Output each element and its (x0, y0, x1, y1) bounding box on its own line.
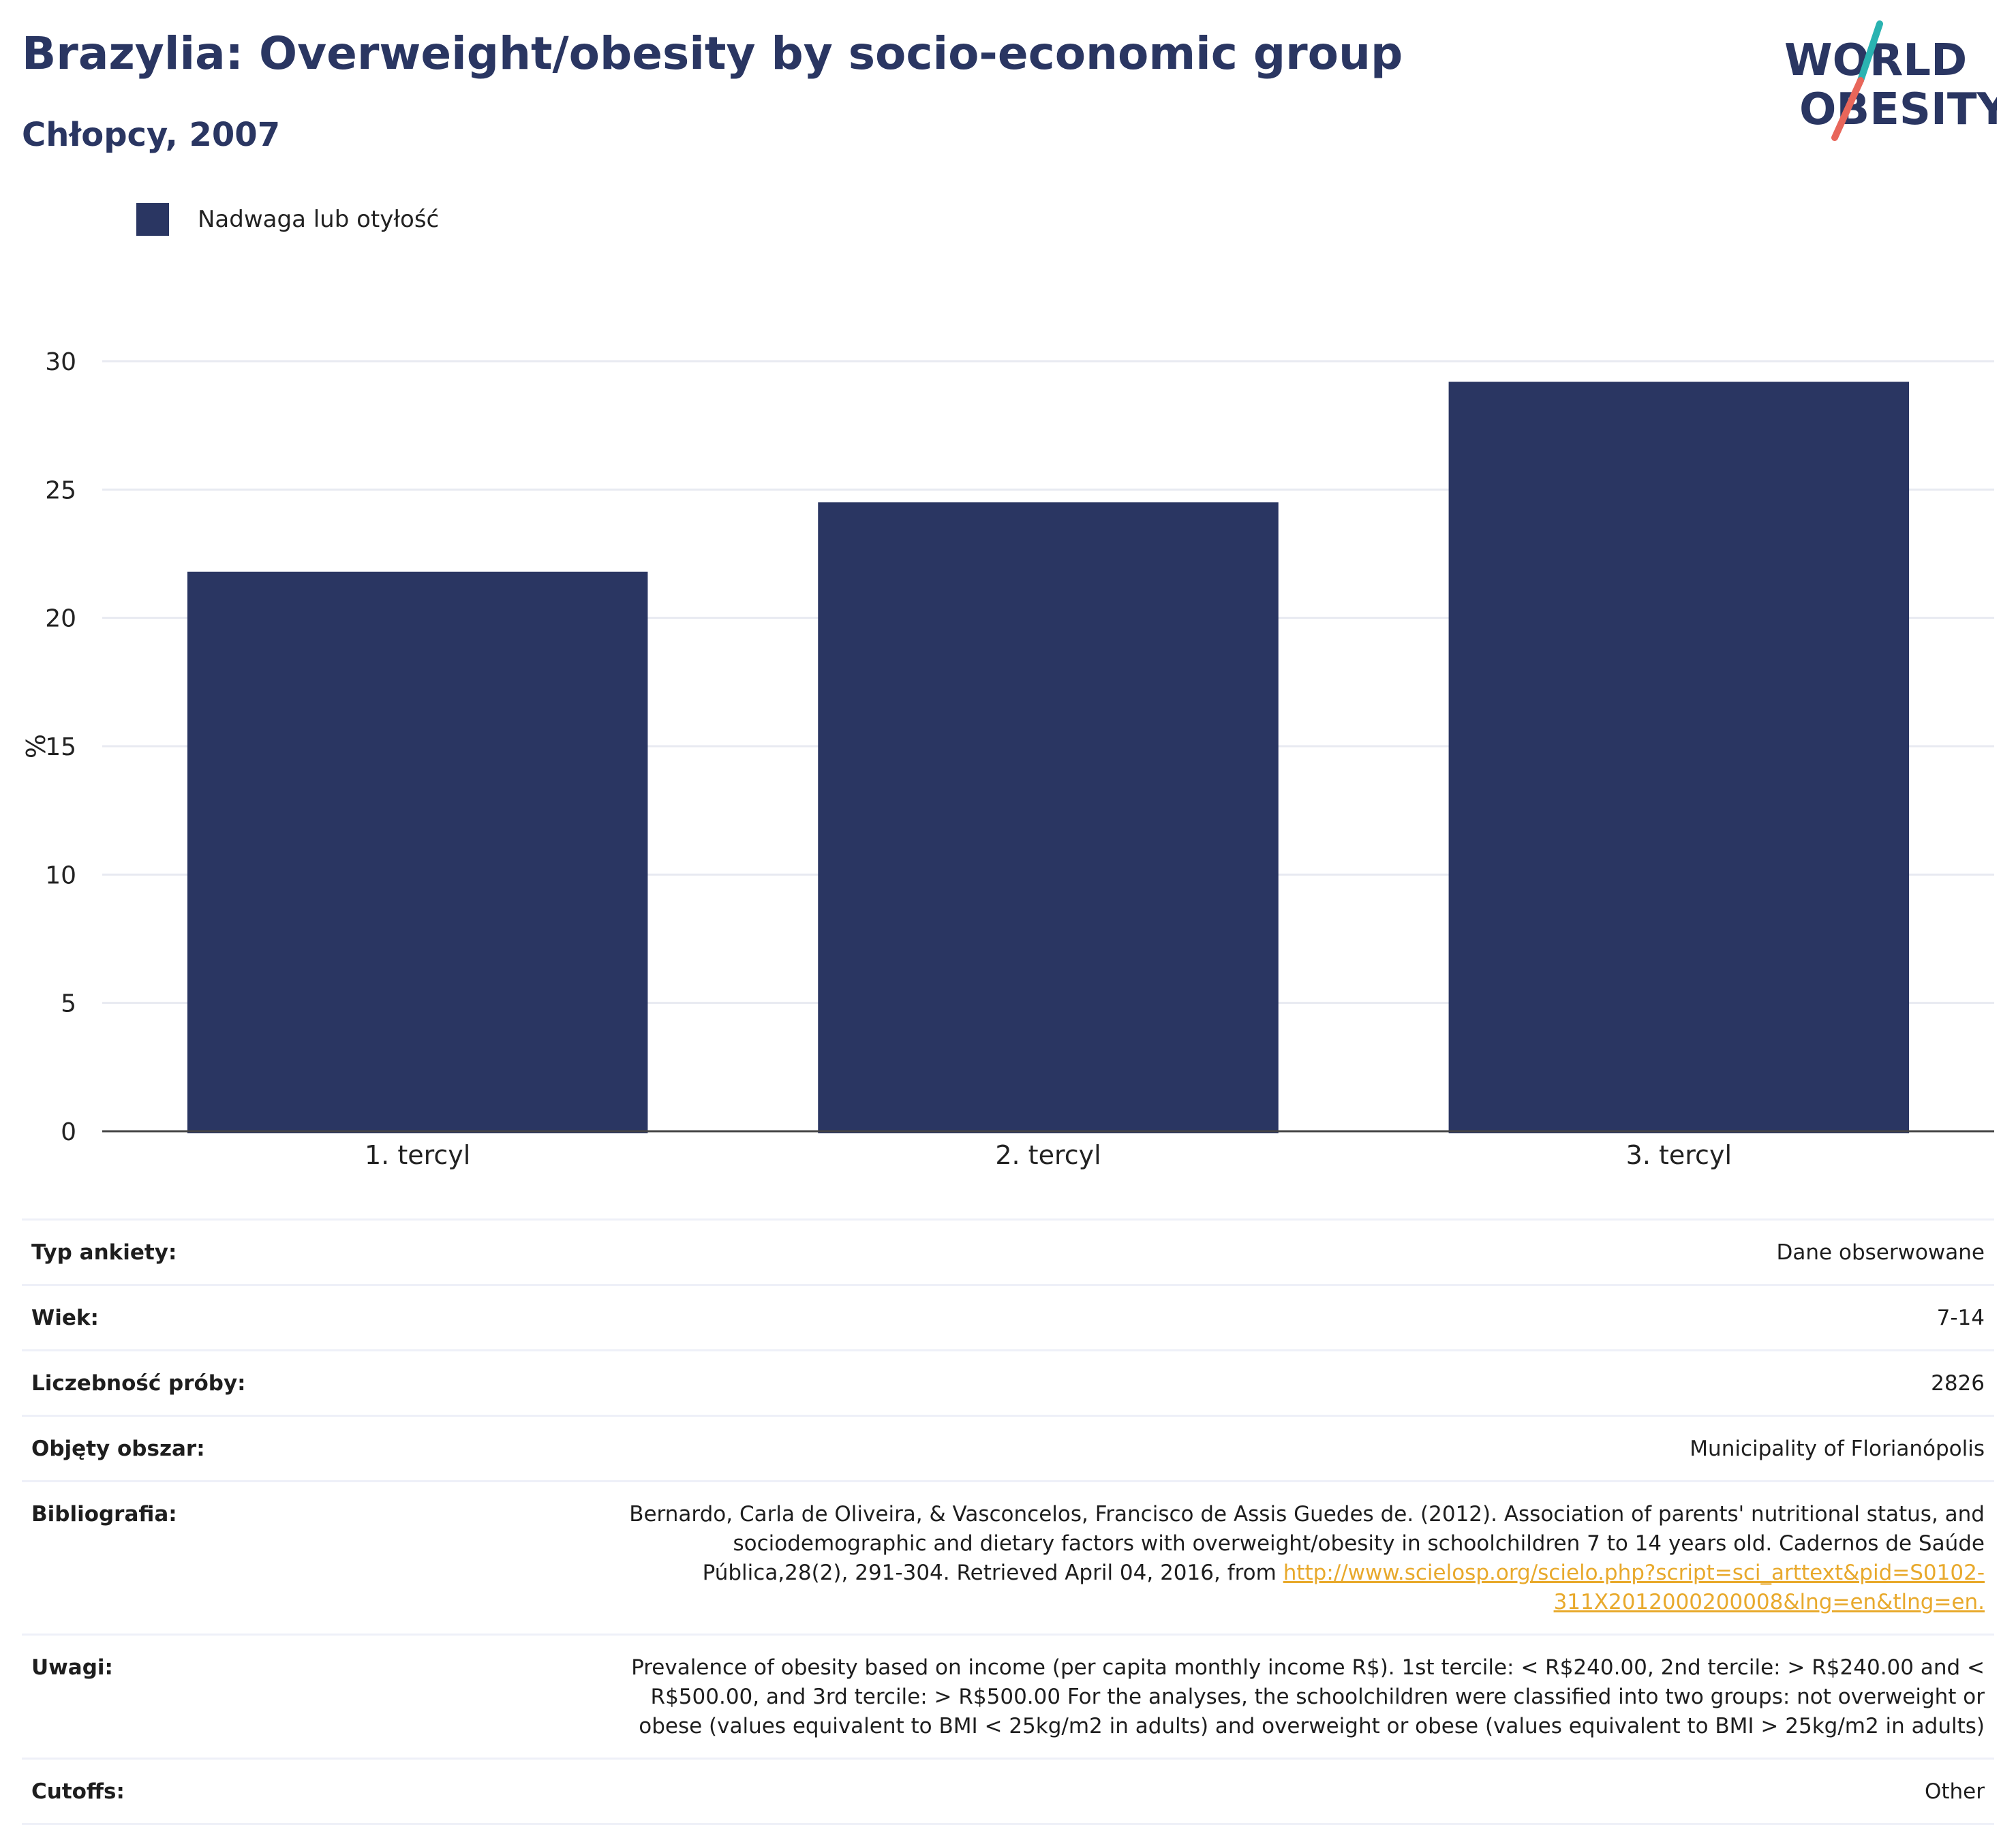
cutoffs-value: Other (1924, 1779, 1985, 1804)
x-tick-label: 1. tercyl (365, 1140, 470, 1170)
legend-swatch (136, 203, 169, 236)
bibliography-label: Bibliografia: (31, 1502, 177, 1527)
page-title: Brazylia: Overweight/obesity by socio-ec… (22, 27, 1403, 80)
logo-line2: OBESITY (1799, 85, 1997, 135)
logo-slash-coral (1831, 77, 1864, 141)
legend-label: Nadwaga lub otyłość (198, 206, 440, 233)
info-row-age: Wiek: 7-14 (22, 1286, 1994, 1351)
bar (187, 571, 648, 1133)
info-row-bibliography: Bibliografia: Bernardo, Carla de Oliveir… (22, 1482, 1994, 1636)
bibliography-value: Bernardo, Carla de Oliveira, & Vasconcel… (581, 1500, 1985, 1617)
sample-size-value: 2826 (1931, 1371, 1985, 1396)
age-label: Wiek: (31, 1306, 99, 1330)
x-tick-label: 2. tercyl (995, 1140, 1101, 1170)
x-tick-label: 3. tercyl (1626, 1140, 1732, 1170)
info-row-notes: Uwagi: Prevalence of obesity based on in… (22, 1636, 1994, 1760)
y-tick-label: 20 (45, 605, 76, 633)
notes-label: Uwagi: (31, 1655, 113, 1680)
y-tick-label: 5 (61, 990, 76, 1018)
cutoffs-label: Cutoffs: (31, 1779, 125, 1804)
bibliography-text: Bernardo, Carla de Oliveira, & Vasconcel… (629, 1502, 1985, 1585)
bar (818, 502, 1279, 1133)
y-tick-label: 15 (45, 733, 76, 761)
notes-value: Prevalence of obesity based on income (p… (631, 1655, 1985, 1738)
y-tick-label: 30 (45, 348, 76, 376)
info-table: Typ ankiety: Dane obserwowane Wiek: 7-14… (22, 1218, 1994, 1825)
y-tick-label: 0 (61, 1118, 76, 1146)
logo-slash-teal (1857, 20, 1883, 84)
age-value: 7-14 (1936, 1306, 1985, 1330)
sample-size-label: Liczebność próby: (31, 1371, 246, 1396)
info-row-cutoffs: Cutoffs: Other (22, 1760, 1994, 1825)
bar-chart: 0 5 10 15 20 25 30 1. tercyl 2. tercyl 3. tercyl% (21, 348, 1994, 1170)
page-subtitle: Chłopcy, 2007 (22, 116, 281, 154)
info-row-sample-size: Liczebność próby: 2826 (22, 1351, 1994, 1417)
y-tick-label: 10 (45, 861, 76, 889)
survey-type-label: Typ ankiety: (31, 1240, 177, 1265)
area-value: Municipality of Florianópolis (1690, 1437, 1985, 1461)
world-obesity-logo: WORLD OBESITY (1784, 20, 1997, 141)
y-axis-label: % (21, 734, 51, 758)
legend[interactable]: Nadwaga lub otyłość (136, 203, 439, 236)
bibliography-link[interactable]: http://www.scielosp.org/scielo.php?scrip… (1283, 1561, 1985, 1614)
info-row-area: Objęty obszar: Municipality of Florianóp… (22, 1417, 1994, 1482)
survey-type-value: Dane obserwowane (1776, 1240, 1985, 1265)
bar (1448, 382, 1910, 1133)
area-label: Objęty obszar: (31, 1437, 205, 1461)
y-tick-label: 25 (45, 476, 76, 504)
info-row-survey-type: Typ ankiety: Dane obserwowane (22, 1221, 1994, 1286)
